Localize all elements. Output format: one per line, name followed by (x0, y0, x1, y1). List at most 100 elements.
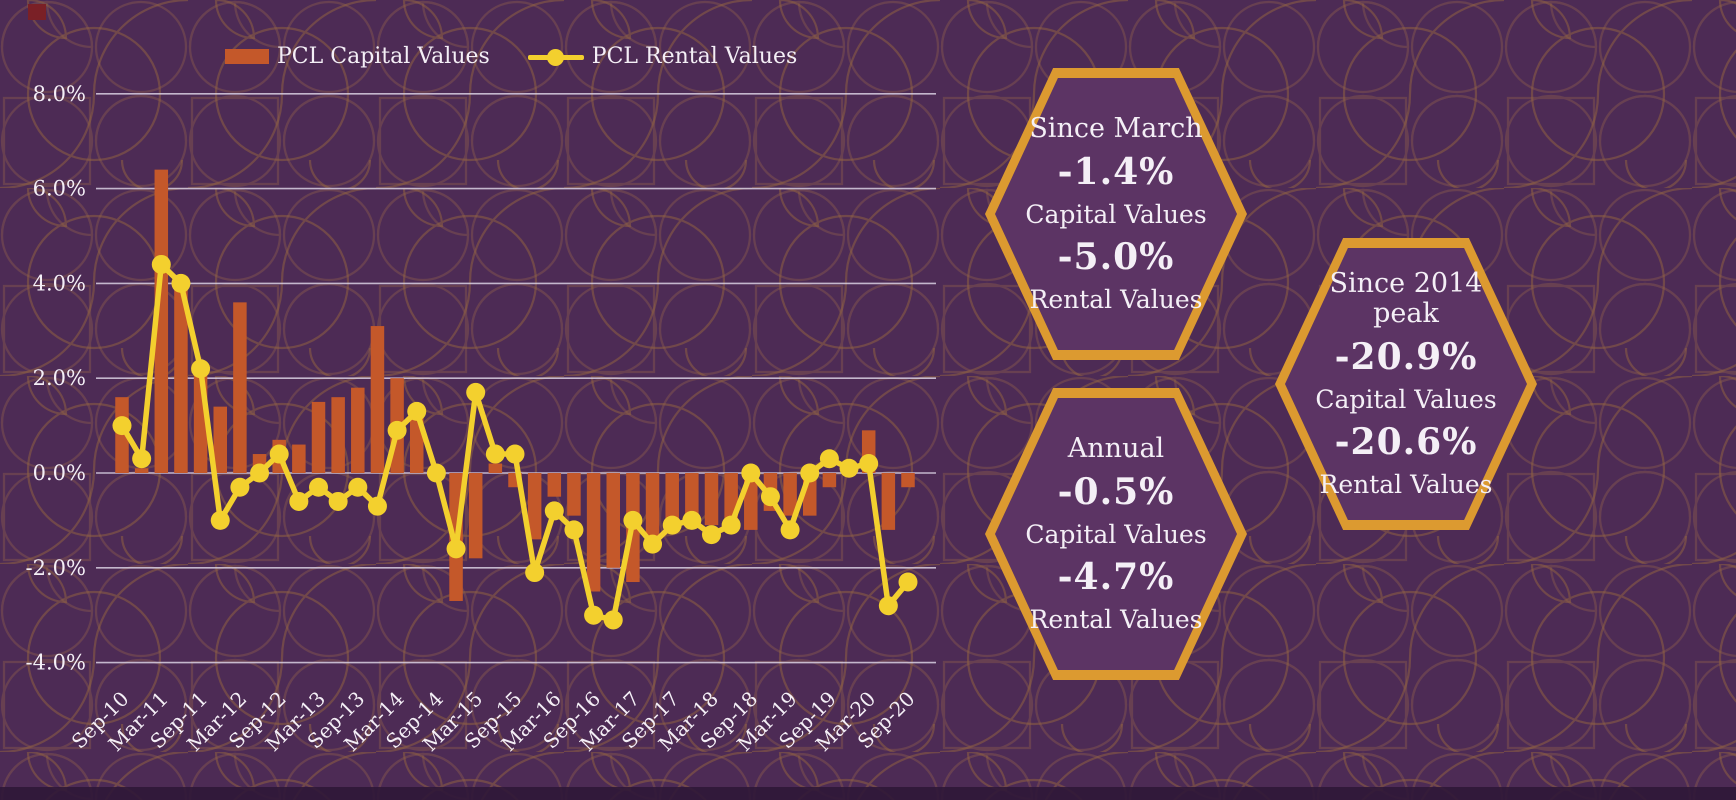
rental-point (132, 449, 152, 469)
stat-rental-value: -5.0% (1057, 235, 1175, 278)
y-tick-label: 0.0% (33, 461, 86, 485)
rental-point (250, 463, 270, 483)
rental-point (505, 444, 525, 464)
rental-point (682, 510, 702, 530)
capital-bar (370, 326, 385, 473)
corner-accent-square (28, 4, 46, 20)
stat-capital-label: Capital Values (1025, 199, 1207, 229)
capital-bar (822, 473, 837, 488)
rental-point (819, 449, 839, 469)
capital-bar (311, 401, 326, 473)
rental-point (309, 477, 328, 497)
capital-bar (292, 444, 306, 473)
chart-legend: PCL Capital Values PCL Rental Values (225, 44, 797, 69)
capital-bar (586, 473, 601, 592)
capital-bar-swatch-icon (225, 49, 269, 64)
rental-point (741, 463, 761, 483)
capital-bar (154, 169, 169, 473)
rental-point (878, 596, 898, 616)
rental-point (407, 401, 427, 421)
y-tick-label: -2.0% (26, 556, 86, 580)
bar-line-chart-canvas: 8.0% 6.0% 4.0% 2.0% 0.0% -2.0% -4.0% Sep-10Mar-… (26, 82, 936, 756)
rental-point (859, 454, 879, 474)
rental-point (800, 463, 820, 483)
rental-point (623, 510, 643, 530)
rental-point (564, 520, 584, 540)
legend-capital-label: PCL Capital Values (277, 44, 490, 69)
y-tick-label: 8.0% (33, 82, 86, 106)
capital-bar (881, 473, 896, 530)
capital-bar (567, 473, 581, 516)
capital-values-bars (115, 169, 915, 601)
rental-point (702, 525, 721, 545)
rental-point (760, 487, 780, 507)
stat-capital-value: -1.4% (1057, 150, 1175, 193)
capital-bar (134, 468, 149, 473)
rental-point (328, 491, 348, 511)
legend-rental-label: PCL Rental Values (591, 44, 798, 69)
rental-point (446, 539, 466, 559)
capital-bar (488, 463, 503, 473)
rental-point (525, 563, 545, 583)
stat-title: Annual (1067, 433, 1165, 465)
capital-bar (704, 473, 719, 526)
rental-point (151, 254, 171, 274)
stat-hexagon-since-march: Since March -1.4% Capital Values -5.0% R… (985, 68, 1247, 360)
stat-capital-label: Capital Values (1315, 384, 1497, 414)
rental-point (466, 382, 486, 402)
rental-point (112, 416, 132, 436)
rental-point (367, 496, 387, 516)
y-tick-label: 6.0% (33, 177, 86, 201)
rental-point (584, 605, 604, 625)
rental-point (191, 359, 211, 379)
rental-point (721, 515, 741, 535)
stat-hexagon-annual: Annual -0.5% Capital Values -4.7% Rental… (985, 388, 1247, 680)
bottom-border-band (0, 787, 1736, 800)
capital-bar (351, 387, 365, 473)
rental-point (426, 463, 446, 483)
rental-point (387, 420, 407, 440)
rental-values-markers (112, 254, 918, 630)
stat-rental-value: -20.6% (1334, 420, 1478, 463)
y-tick-label: 4.0% (33, 271, 86, 295)
y-tick-label: 2.0% (33, 366, 86, 390)
rental-point (171, 273, 191, 293)
y-tick-label: -4.0% (26, 651, 86, 675)
legend-item-capital: PCL Capital Values (225, 44, 490, 69)
capital-bar (468, 473, 483, 559)
rental-point (662, 515, 682, 535)
capital-bar (783, 473, 797, 516)
y-axis-labels: 8.0% 6.0% 4.0% 2.0% 0.0% -2.0% -4.0% (26, 82, 86, 675)
stat-hexagon-since-2014-peak: Since 2014 peak -20.9% Capital Values -2… (1275, 238, 1537, 530)
gridlines (96, 93, 936, 664)
capital-bar (685, 473, 699, 521)
capital-bar (901, 473, 915, 488)
capital-bar (645, 473, 660, 549)
rental-point (839, 458, 859, 478)
quarterly-change-chart: PCL Capital Values PCL Rental Values 8.0… (26, 44, 936, 756)
stat-rental-label: Rental Values (1029, 604, 1203, 634)
capital-bar (665, 473, 679, 530)
stat-title: Since 2014 peak (1329, 268, 1483, 329)
rental-point (603, 610, 623, 630)
capital-bar (174, 288, 188, 473)
stat-rental-label: Rental Values (1319, 469, 1493, 499)
rental-point (269, 444, 289, 464)
stat-title: Since March (1029, 113, 1203, 145)
rental-point (230, 477, 250, 497)
rental-line-swatch-icon (527, 49, 584, 66)
rental-point (544, 501, 564, 521)
rental-point (780, 520, 800, 540)
stat-rental-label: Rental Values (1029, 284, 1203, 314)
rental-point (485, 444, 505, 464)
stat-capital-value: -0.5% (1057, 470, 1175, 513)
capital-bar (213, 406, 227, 473)
rental-point (643, 534, 663, 554)
legend-item-rental: PCL Rental Values (527, 44, 798, 69)
capital-bar (233, 302, 247, 473)
rental-point (898, 572, 918, 592)
rental-point (289, 491, 309, 511)
capital-bar (331, 397, 345, 473)
capital-bar (527, 473, 542, 540)
